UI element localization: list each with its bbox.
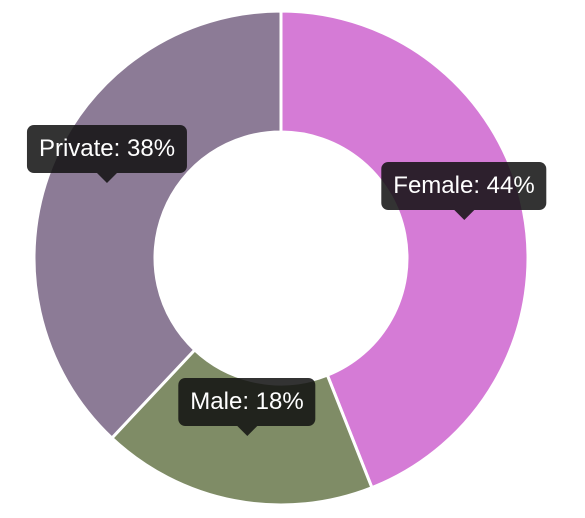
tooltip-arrow <box>237 426 257 436</box>
donut-slices <box>34 11 528 505</box>
tooltip-arrow <box>97 173 117 183</box>
tooltip-female: Female: 44% <box>381 162 546 210</box>
tooltip-label: Male: 18% <box>190 388 303 415</box>
tooltip-male: Male: 18% <box>178 378 315 426</box>
tooltip-label: Female: 44% <box>393 172 534 199</box>
tooltip-private: Private: 38% <box>27 125 187 173</box>
tooltip-label: Private: 38% <box>39 135 175 162</box>
tooltip-arrow <box>454 210 474 220</box>
slice-private[interactable] <box>34 11 281 438</box>
